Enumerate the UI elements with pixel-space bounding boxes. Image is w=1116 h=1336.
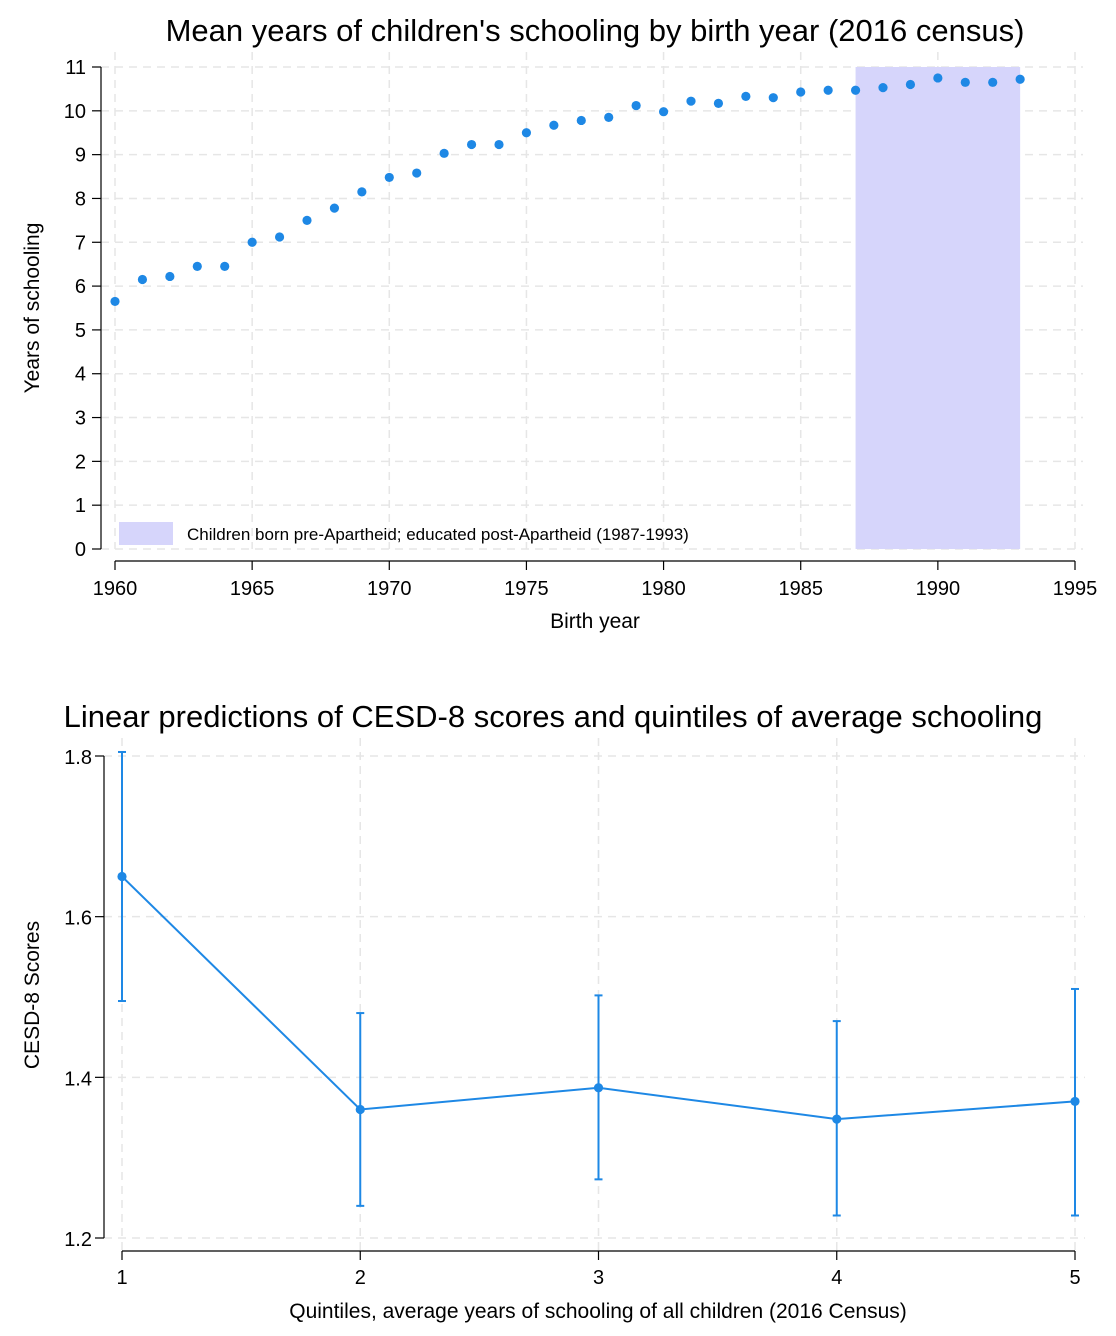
chart-1-legend-label: Children born pre-Apartheid; educated po…	[187, 525, 689, 544]
chart-1-y-tick-label: 8	[75, 188, 86, 210]
chart-1-y-tick-label: 7	[75, 232, 86, 254]
chart-1-data-point	[823, 85, 833, 95]
chart-2-x-tick-label: 5	[1069, 1267, 1080, 1289]
chart-1-data-point	[796, 87, 806, 97]
chart-1-shaded-region	[855, 67, 1021, 549]
chart-2-x-tick-label: 2	[355, 1267, 366, 1289]
chart-2-y-tick-label: 1.2	[64, 1229, 92, 1251]
chart-1-x-ticks: 1960 1965 1970 1975 1980 1985 1990 1995	[93, 561, 1098, 600]
chart-1-data-point	[357, 187, 367, 197]
chart-1-data-point	[576, 115, 586, 126]
chart-1-data-point	[850, 85, 861, 95]
chart-1-data-point	[631, 100, 641, 111]
chart-1-data-point	[165, 271, 175, 282]
chart-1-title: Mean years of children's schooling by bi…	[166, 13, 1025, 48]
chart-1-data-point	[247, 237, 257, 247]
chart-2-x-tick-label: 1	[116, 1267, 127, 1289]
chart-1-data-point	[960, 77, 970, 87]
chart-1-y-ticks: 0 1 2 3 4 5 6 7 8 9 10 11	[64, 57, 101, 561]
chart-2-x-tick-label: 3	[593, 1267, 604, 1289]
chart-2-y-tick-label: 1.6	[64, 908, 92, 930]
chart-1-y-axis-title: Years of schooling	[21, 223, 44, 394]
chart-2-x-tick-label: 4	[831, 1267, 842, 1289]
chart-1-y-tick-label: 6	[75, 276, 86, 298]
chart-1-data-point	[713, 98, 724, 108]
chart-1-y-tick-label: 2	[75, 451, 86, 473]
chart-1-x-tick-label: 1985	[778, 578, 823, 600]
chart-1-y-tick-label: 11	[65, 57, 86, 79]
chart-2-cesd-predictions: Linear predictions of CESD-8 scores and …	[21, 699, 1085, 1323]
chart-1-data-point	[1015, 74, 1025, 84]
chart-2-y-tick-label: 1.4	[64, 1068, 92, 1090]
chart-1-data-point	[658, 107, 669, 117]
chart-2-series-points	[117, 871, 1080, 1124]
chart-1-x-tick-label: 1965	[230, 578, 275, 600]
chart-1-data-point	[302, 215, 312, 225]
chart-2-data-point	[593, 1083, 604, 1093]
chart-1-x-tick-label: 1970	[367, 578, 412, 600]
chart-1-y-tick-label: 3	[75, 408, 86, 430]
chart-2-y-axis-title: CESD-8 Scores	[21, 921, 44, 1069]
chart-2-y-ticks: 1.2 1.4 1.6 1.8	[64, 747, 104, 1251]
chart-1-data-point	[192, 261, 202, 271]
chart-2-y-tick-label: 1.8	[64, 747, 92, 769]
chart-1-x-tick-label: 1975	[504, 578, 549, 600]
chart-1-data-point	[137, 274, 148, 285]
chart-1-x-tick-label: 1980	[641, 578, 686, 600]
chart-1-series-points	[110, 73, 1025, 307]
chart-2-data-point	[1070, 1096, 1080, 1107]
chart-1-data-point	[905, 79, 916, 90]
chart-1-data-point	[439, 148, 449, 158]
chart-1-y-tick-label: 5	[75, 320, 86, 342]
chart-2-grid	[104, 738, 1085, 1250]
chart-1-data-point	[110, 296, 120, 307]
chart-1-y-tick-label: 9	[75, 145, 86, 167]
chart-1-data-point	[604, 112, 614, 122]
chart-2-axes	[103, 756, 1075, 1252]
chart-1-data-point	[933, 73, 943, 83]
chart-1-data-point	[274, 232, 285, 242]
chart-1-legend: Children born pre-Apartheid; educated po…	[119, 522, 689, 545]
chart-1-data-point	[521, 128, 532, 138]
chart-1-x-tick-label: 1990	[916, 578, 961, 600]
chart-2-data-point	[117, 871, 127, 882]
chart-1-data-point	[741, 91, 751, 101]
chart-1-schooling-by-birth-year: Mean years of children's schooling by bi…	[21, 13, 1097, 633]
chart-1-x-axis-title: Birth year	[550, 610, 640, 633]
chart-1-data-point	[494, 139, 504, 150]
chart-1-y-tick-label: 4	[75, 364, 86, 386]
chart-1-data-point	[768, 93, 778, 103]
chart-1-y-tick-label: 0	[75, 539, 86, 561]
chart-1-axes	[100, 67, 1075, 562]
chart-1-data-point	[384, 172, 394, 183]
chart-2-data-point	[832, 1114, 842, 1124]
chart-1-data-point	[988, 77, 998, 87]
chart-2-data-point	[355, 1104, 365, 1115]
chart-2-x-ticks: 1 2 3 4 5	[116, 1251, 1081, 1289]
chart-1-data-point	[412, 168, 422, 178]
chart-1-y-tick-label: 1	[75, 495, 86, 517]
chart-2-title: Linear predictions of CESD-8 scores and …	[64, 699, 1043, 734]
chart-1-data-point	[329, 203, 340, 213]
chart-1-legend-swatch	[119, 522, 173, 545]
chart-1-data-point	[466, 139, 477, 150]
chart-1-x-tick-label: 1995	[1053, 578, 1098, 600]
chart-1-x-tick-label: 1960	[93, 578, 138, 600]
chart-1-data-point	[549, 120, 559, 130]
chart-1-data-point	[686, 96, 696, 106]
chart-1-data-point	[220, 261, 230, 271]
chart-1-data-point	[878, 82, 888, 93]
chart-2-x-axis-title: Quintiles, average years of schooling of…	[289, 1300, 907, 1323]
chart-1-y-tick-label: 10	[64, 101, 86, 123]
